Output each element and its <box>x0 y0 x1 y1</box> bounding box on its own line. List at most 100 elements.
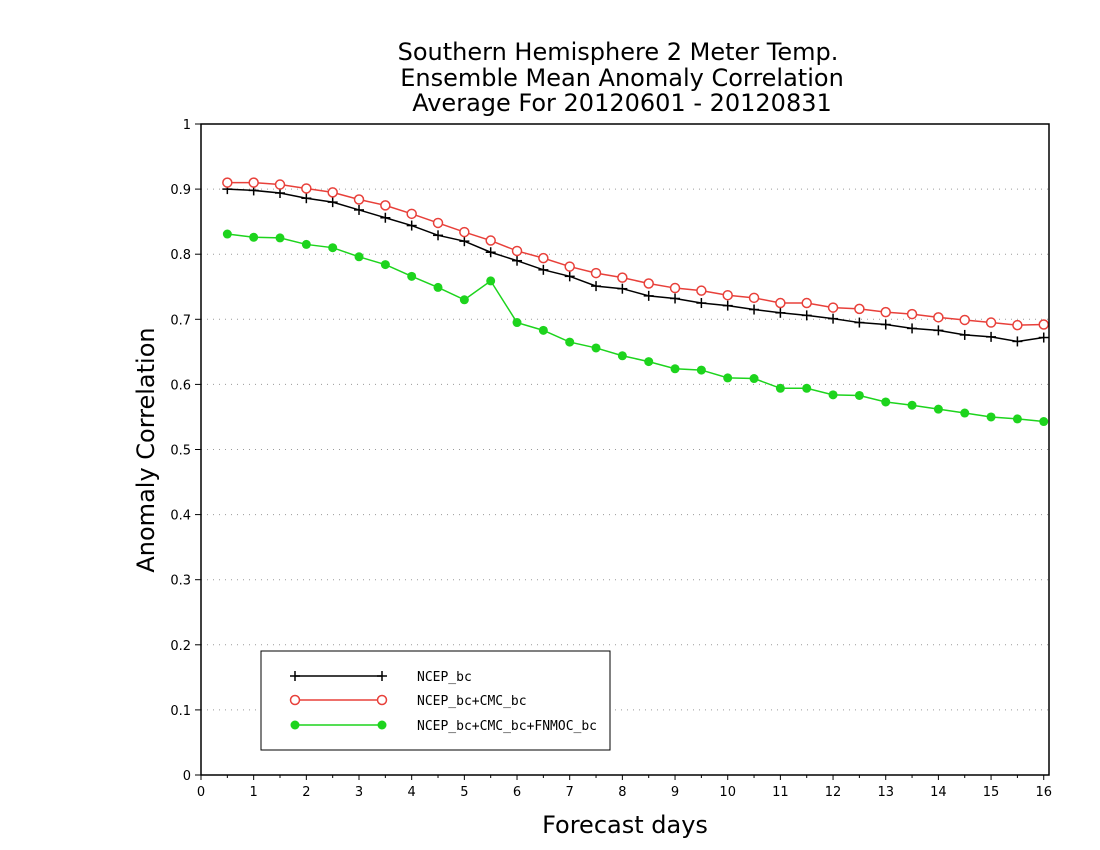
x-tick-label: 6 <box>513 785 521 800</box>
data-point <box>722 300 733 311</box>
data-point <box>986 331 997 342</box>
data-point <box>301 183 312 194</box>
data-point <box>590 267 602 279</box>
data-point <box>406 220 417 231</box>
data-point <box>801 310 812 321</box>
data-point <box>380 200 391 211</box>
data-point <box>617 272 628 283</box>
data-point <box>775 383 785 393</box>
data-point <box>432 217 444 229</box>
data-point <box>301 239 311 249</box>
x-axis-title: Forecast days <box>542 811 708 839</box>
y-tick-label: 0.3 <box>170 574 191 589</box>
data-point <box>933 312 944 323</box>
legend-label: NCEP_bc+CMC_bc+FNMOC_bc <box>417 719 597 734</box>
data-point <box>459 226 470 238</box>
data-point <box>564 271 575 282</box>
x-tick-label: 4 <box>408 785 416 800</box>
data-point <box>722 289 733 301</box>
data-point <box>222 229 232 239</box>
data-point <box>486 276 496 286</box>
axis-ticks: 00.10.20.30.40.50.60.70.80.910 1 2 3 4 5 6 7 8 9 1… <box>170 118 1052 800</box>
data-point <box>327 187 338 198</box>
legend-label: NCEP_bc <box>417 670 472 685</box>
data-point <box>643 278 654 289</box>
data-point <box>775 297 786 309</box>
plot-frame <box>200 123 1050 776</box>
data-point <box>748 292 760 304</box>
x-tick-label: 7 <box>566 785 574 800</box>
data-point <box>380 260 390 270</box>
x-tick-label: 5 <box>460 785 468 800</box>
data-point <box>354 252 364 262</box>
y-tick-label: 0.4 <box>170 509 191 524</box>
chart-title-line-1: Southern Hemisphere 2 Meter Temp. <box>398 38 839 66</box>
data-point <box>854 303 865 315</box>
data-point <box>907 323 918 334</box>
x-tick-label: 14 <box>930 785 947 800</box>
data-point <box>1038 319 1049 330</box>
data-point <box>485 235 496 246</box>
data-point <box>328 243 338 253</box>
data-point <box>459 295 469 305</box>
data-point <box>828 313 839 324</box>
data-point <box>1012 336 1023 347</box>
data-point <box>248 177 259 188</box>
y-tick-label: 0.5 <box>170 444 191 459</box>
series-group <box>222 177 1049 427</box>
x-tick-label: 9 <box>671 785 679 800</box>
data-point <box>696 365 706 375</box>
data-point <box>275 233 285 243</box>
data-point <box>670 364 680 374</box>
y-tick-label: 0.7 <box>170 313 191 328</box>
data-point <box>538 325 548 335</box>
data-point <box>933 404 943 414</box>
data-point <box>985 317 997 328</box>
data-point <box>407 271 417 281</box>
data-point <box>512 318 522 328</box>
data-point <box>696 285 707 296</box>
x-tick-label: 11 <box>772 785 789 800</box>
x-tick-label: 0 <box>197 785 205 800</box>
y-tick-label: 0.1 <box>170 704 191 719</box>
data-point <box>723 373 733 383</box>
x-tick-label: 2 <box>302 785 310 800</box>
data-point <box>591 281 602 292</box>
data-point <box>617 351 627 361</box>
legend-item: NCEP_bc <box>290 670 472 685</box>
data-point <box>564 261 575 272</box>
legend-marker <box>377 720 387 730</box>
data-point <box>511 245 523 257</box>
legend-marker <box>376 694 388 706</box>
legend: NCEP_bc NCEP_bc+CMC_bc NCEP_bc+CMC_bc+FNMO… <box>260 650 611 751</box>
data-point <box>854 317 865 328</box>
data-point <box>881 397 891 407</box>
chart-title-line-3: Average For 20120601 - 20120831 <box>412 89 832 117</box>
data-point <box>802 383 812 393</box>
data-point <box>749 304 760 315</box>
data-point <box>433 230 444 241</box>
series-2 <box>222 177 1049 331</box>
data-point <box>433 282 443 292</box>
data-point <box>828 390 838 400</box>
x-tick-label: 10 <box>719 785 736 800</box>
data-point <box>512 255 523 266</box>
data-point <box>353 194 365 205</box>
legend-label: NCEP_bc+CMC_bc <box>417 694 527 709</box>
data-point <box>749 374 759 384</box>
data-point <box>959 329 970 340</box>
data-point <box>591 343 601 353</box>
legend-marker <box>290 671 300 681</box>
data-point <box>1012 319 1023 331</box>
data-point <box>1039 417 1049 427</box>
y-axis-title: Anomaly Correlation <box>132 327 160 572</box>
data-point <box>986 412 996 422</box>
data-point <box>669 282 681 294</box>
data-point <box>406 208 417 220</box>
data-point <box>1012 414 1022 424</box>
data-point <box>827 302 839 313</box>
data-point <box>933 325 944 336</box>
data-point <box>880 306 891 318</box>
x-tick-label: 1 <box>250 785 258 800</box>
data-point <box>459 236 470 247</box>
